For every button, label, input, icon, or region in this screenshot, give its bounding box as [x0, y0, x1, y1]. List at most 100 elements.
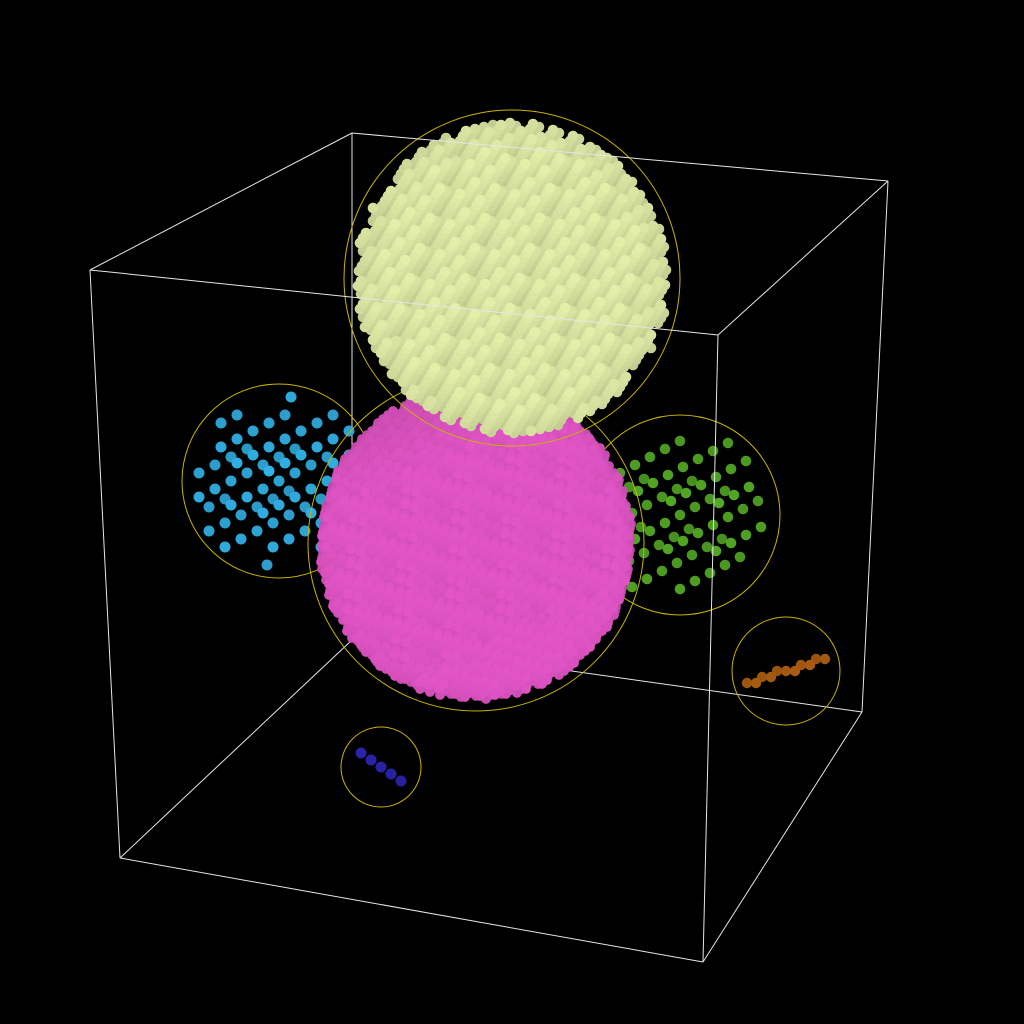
cluster-cyan-point: [225, 475, 237, 487]
cluster-magenta-point: [602, 469, 612, 479]
cluster-green-point: [629, 459, 641, 471]
cluster-blue-point: [375, 761, 387, 773]
cluster-cyan-point: [283, 509, 295, 521]
cluster-cyan-point: [193, 491, 205, 503]
cluster-cyan-point: [241, 467, 253, 479]
cluster-green-point: [665, 495, 677, 507]
cluster-magenta-point: [390, 436, 400, 446]
cluster-green-point: [704, 567, 716, 579]
cluster-cyan-point: [263, 465, 275, 477]
cluster-cyan-point: [261, 559, 273, 571]
cluster-green-point: [644, 451, 656, 463]
cluster-magenta-point: [620, 505, 630, 515]
cluster-magenta-point: [394, 447, 404, 457]
cluster-magenta-point: [333, 597, 343, 607]
cluster-green-point: [704, 493, 716, 505]
cluster-magenta-point: [584, 433, 594, 443]
cluster-cyan-point: [289, 467, 301, 479]
cluster-orange-point: [819, 653, 831, 665]
cluster-magenta-point: [407, 416, 417, 426]
cluster-orange-boundary: [731, 616, 841, 726]
cluster-cyan-point: [257, 507, 269, 519]
cluster-magenta-point: [341, 477, 351, 487]
cluster-cyan-point: [235, 533, 247, 545]
cluster-green-point: [695, 479, 707, 491]
cluster-blue-point: [395, 775, 407, 787]
cluster-cyan-point: [251, 525, 263, 537]
cluster-orange-point: [765, 671, 777, 683]
cluster-cyan-point: [327, 433, 339, 445]
cluster-green-point: [719, 559, 731, 571]
cluster-green-point: [644, 525, 656, 537]
cluster-orange: [731, 616, 841, 726]
cluster-magenta-point: [413, 408, 423, 418]
cluster-green-point: [641, 573, 653, 585]
cluster-magenta-point: [411, 427, 421, 437]
cluster-magenta-point: [379, 448, 389, 458]
cluster-cyan-point: [257, 483, 269, 495]
cluster-green-point: [659, 517, 671, 529]
cluster-cyan-point: [209, 459, 221, 471]
cluster-green-point: [662, 469, 674, 481]
cluster-magenta-point: [625, 512, 635, 522]
cluster-blue: [340, 726, 422, 808]
cluster-cyan-point: [311, 441, 323, 453]
cluster-cyan-point: [283, 533, 295, 545]
cluster-magenta-point: [431, 504, 441, 514]
cluster-green-point: [668, 531, 680, 543]
cluster-magenta-point: [331, 474, 341, 484]
cluster-magenta-point: [400, 439, 410, 449]
cluster-green-point: [716, 533, 728, 545]
cluster-magenta-point: [336, 552, 346, 562]
cluster-green-point: [692, 527, 704, 539]
cluster-green-point: [659, 443, 671, 455]
cluster-green-point: [671, 557, 683, 569]
cluster-blue-point: [365, 754, 377, 766]
cluster-magenta-point: [393, 462, 403, 472]
cluster-green-point: [680, 487, 692, 499]
cluster-magenta-point: [614, 595, 624, 605]
cluster-magenta-point: [612, 472, 622, 482]
cluster-green-point: [656, 565, 668, 577]
cluster-green-point: [710, 471, 722, 483]
cluster-magenta-point: [371, 426, 381, 436]
cluster-magenta-point: [425, 441, 435, 451]
cluster-magenta-point: [383, 459, 393, 469]
cluster-cyan-point: [215, 417, 227, 429]
clusters: [181, 109, 841, 808]
cluster-green-point: [674, 509, 686, 521]
cluster-cyan-point: [327, 409, 339, 421]
cluster-orange-point: [741, 677, 753, 689]
cluster-cyan-point: [285, 391, 297, 403]
cluster-magenta-point: [432, 418, 442, 428]
cluster-cyan-point: [343, 425, 355, 437]
cluster-cyan-point: [193, 467, 205, 479]
cluster-cyan-point: [305, 483, 317, 495]
cluster-magenta-point: [351, 480, 361, 490]
cluster-green-point: [689, 501, 701, 513]
cluster-green-point: [701, 541, 713, 553]
cluster-magenta-point: [421, 430, 431, 440]
cluster-cyan-point: [295, 449, 307, 461]
cluster-magenta-point: [446, 432, 456, 442]
cluster-orange-point: [780, 665, 792, 677]
cluster-green-point: [728, 489, 740, 501]
cluster-cyan-point: [235, 509, 247, 521]
cluster-magenta-point: [373, 456, 383, 466]
cluster-cyan-point: [273, 499, 285, 511]
cluster-cyan-point: [215, 441, 227, 453]
cluster-green-point: [662, 543, 674, 555]
cluster-cyan-point: [231, 457, 243, 469]
cluster-cyan-point: [305, 459, 317, 471]
cluster-cyan-point: [279, 433, 291, 445]
cluster-magenta-point: [417, 419, 427, 429]
cluster-green-point: [683, 523, 695, 535]
cluster-magenta-point: [369, 445, 379, 455]
cluster-magenta-point: [404, 450, 414, 460]
cluster-magenta-point: [391, 492, 401, 502]
cluster-green-point: [722, 511, 734, 523]
cluster-green-point: [677, 461, 689, 473]
cluster-cyan-point: [311, 417, 323, 429]
cluster-magenta-point: [435, 444, 445, 454]
